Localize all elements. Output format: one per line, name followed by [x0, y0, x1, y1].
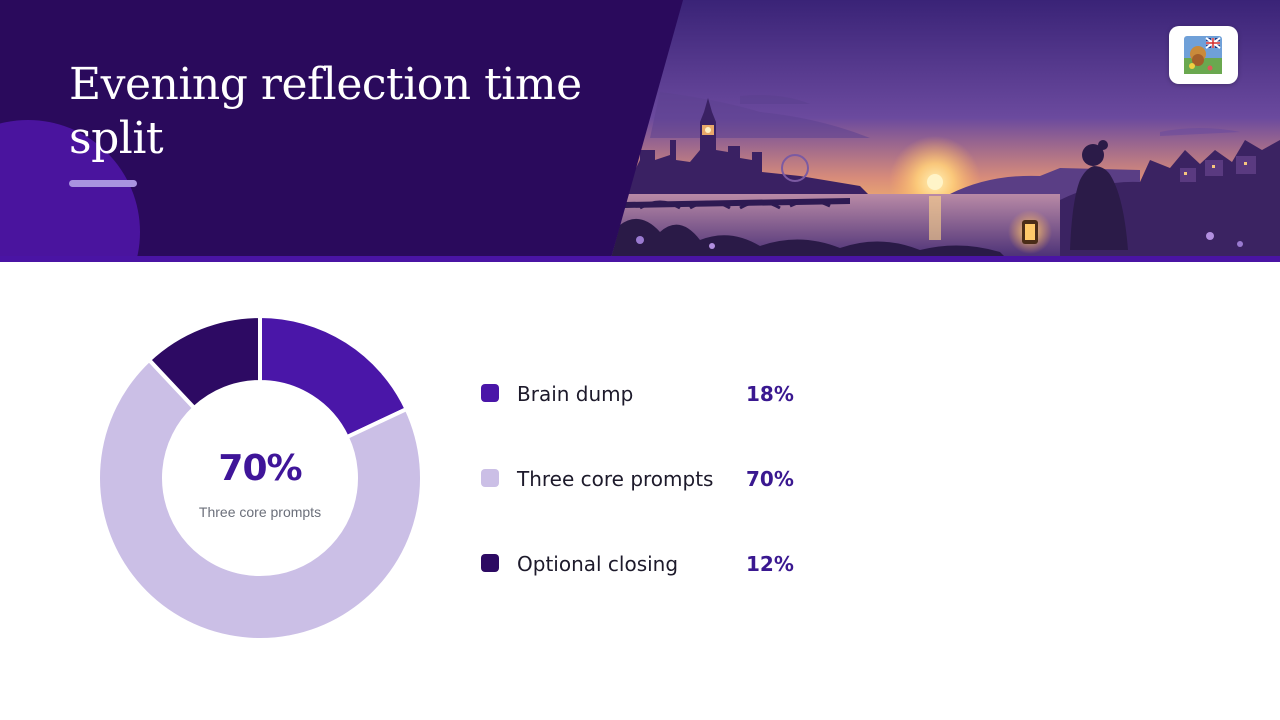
legend-swatch	[481, 384, 499, 402]
legend-swatch	[481, 554, 499, 572]
legend-value: 18%	[746, 382, 794, 406]
legend-label: Optional closing	[517, 552, 679, 576]
legend-label: Brain dump	[517, 382, 634, 406]
legend-item: Brain dump 18%	[480, 372, 860, 416]
uk-flag-picture-icon	[1184, 36, 1222, 74]
header-banner	[0, 0, 1280, 262]
legend-value: 70%	[746, 467, 794, 491]
donut-center-label: Three core prompts	[198, 504, 322, 520]
legend-item: Optional closing 12%	[480, 542, 860, 586]
sunset-cityscape-illustration	[0, 0, 1280, 262]
legend-label: Three core prompts	[517, 467, 714, 491]
slide-title: Evening reflection time split	[69, 59, 582, 164]
legend-swatch	[481, 469, 499, 487]
donut-center-value: 70%	[218, 448, 302, 489]
title-underline	[69, 180, 137, 187]
donut-chart	[96, 314, 424, 642]
donut-slice-optional-closing	[147, 314, 262, 411]
legend-item: Three core prompts 70%	[480, 457, 860, 501]
chart-legend: Brain dump 18% Three core prompts 70% Op…	[480, 372, 860, 602]
header-accent-rule	[0, 256, 1280, 262]
flag-badge	[1169, 26, 1238, 84]
legend-value: 12%	[746, 552, 794, 576]
donut-slice-three-core-prompts	[96, 357, 424, 642]
